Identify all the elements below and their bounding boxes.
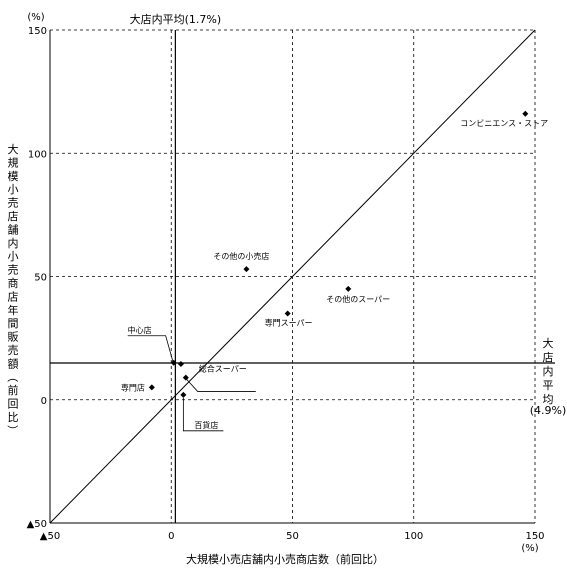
y-axis-title-char: 小 xyxy=(8,250,19,263)
y-axis-title-char: 回 xyxy=(8,398,19,411)
data-point xyxy=(177,361,184,368)
x-tick-label: 0 xyxy=(168,531,174,542)
data-point xyxy=(284,310,291,317)
x-unit-label: (%) xyxy=(521,543,538,554)
y-axis-title-char: 年 xyxy=(8,303,19,317)
data-point xyxy=(182,374,189,381)
x-tick-label: ▲50 xyxy=(40,531,60,542)
data-point xyxy=(243,266,250,273)
diagonal-line xyxy=(49,29,536,524)
data-point xyxy=(170,359,177,366)
y-axis-title-char: 店 xyxy=(8,209,19,223)
data-point-label: その他のスーパー xyxy=(326,294,390,304)
data-point-label: その他の小売店 xyxy=(213,251,269,261)
vertical-average-label: 大店内平均(1.7%) xyxy=(130,12,222,26)
leader-line xyxy=(186,379,256,392)
data-point-label: 中心店 xyxy=(128,325,152,335)
y-axis-title-char: 内 xyxy=(8,236,19,250)
y-unit-label: (%) xyxy=(27,12,44,23)
y-axis-title-char: 前 xyxy=(8,383,19,397)
y-axis-title-char: 店 xyxy=(8,289,19,303)
data-point xyxy=(148,384,155,391)
y-tick-label: 150 xyxy=(28,26,47,37)
leader-line xyxy=(127,335,174,361)
y-tick-label: 100 xyxy=(28,149,47,160)
x-tick-label: 100 xyxy=(404,531,423,542)
y-tick-label: ▲50 xyxy=(27,519,47,530)
horizontal-average-label-char: 内 xyxy=(543,364,554,378)
y-axis-title-char: 舗 xyxy=(8,222,19,236)
grid-layer xyxy=(49,29,536,524)
data-points xyxy=(148,110,529,398)
data-point-label: 専門店 xyxy=(121,382,145,392)
horizontal-average-label-char: 大 xyxy=(543,336,554,350)
y-axis-title-char: 売 xyxy=(8,344,19,357)
y-axis-title-char: 大 xyxy=(8,142,19,156)
y-axis-title-char: 売 xyxy=(8,197,19,210)
y-axis-title-char: 販 xyxy=(8,331,19,344)
data-point-label: 百貨店 xyxy=(194,420,218,430)
x-tick-label: 150 xyxy=(525,531,544,542)
reference-lines xyxy=(49,29,555,524)
horizontal-average-value-label: (4.9%) xyxy=(530,404,567,417)
y-axis-title-char: 商 xyxy=(8,276,19,290)
y-axis-title-char: （ xyxy=(6,371,19,382)
horizontal-average-label-char: 均 xyxy=(543,393,554,406)
y-axis-title-char: 模 xyxy=(8,170,19,183)
y-axis-title-char: ） xyxy=(6,425,19,436)
horizontal-average-label-char: 店 xyxy=(543,350,554,364)
y-axis-title-char: 額 xyxy=(8,357,19,370)
leader-line xyxy=(182,397,224,432)
horizontal-average-label-char: 平 xyxy=(543,379,554,392)
y-axis-title-char: 小 xyxy=(8,183,19,196)
y-axis-title-char: 売 xyxy=(8,264,19,277)
data-point xyxy=(522,110,529,117)
leader-lines xyxy=(127,335,256,432)
y-axis-title-char: 間 xyxy=(8,317,19,330)
data-point-label: コンビニエンス・ストア xyxy=(460,119,548,128)
y-tick-label: 0 xyxy=(41,396,47,407)
y-tick-label: 50 xyxy=(34,273,47,284)
x-axis-title: 大規模小売店舗内小売商店数（前回比） xyxy=(186,552,384,566)
y-axis-title-char: 規 xyxy=(8,155,19,169)
data-point-label: 専門スーパー xyxy=(265,317,313,327)
x-tick-label: 50 xyxy=(286,531,299,542)
data-point xyxy=(180,391,187,398)
y-axis-title-char: 比 xyxy=(8,411,19,424)
data-point xyxy=(345,285,352,292)
data-point-label: 総合スーパー xyxy=(199,364,247,374)
